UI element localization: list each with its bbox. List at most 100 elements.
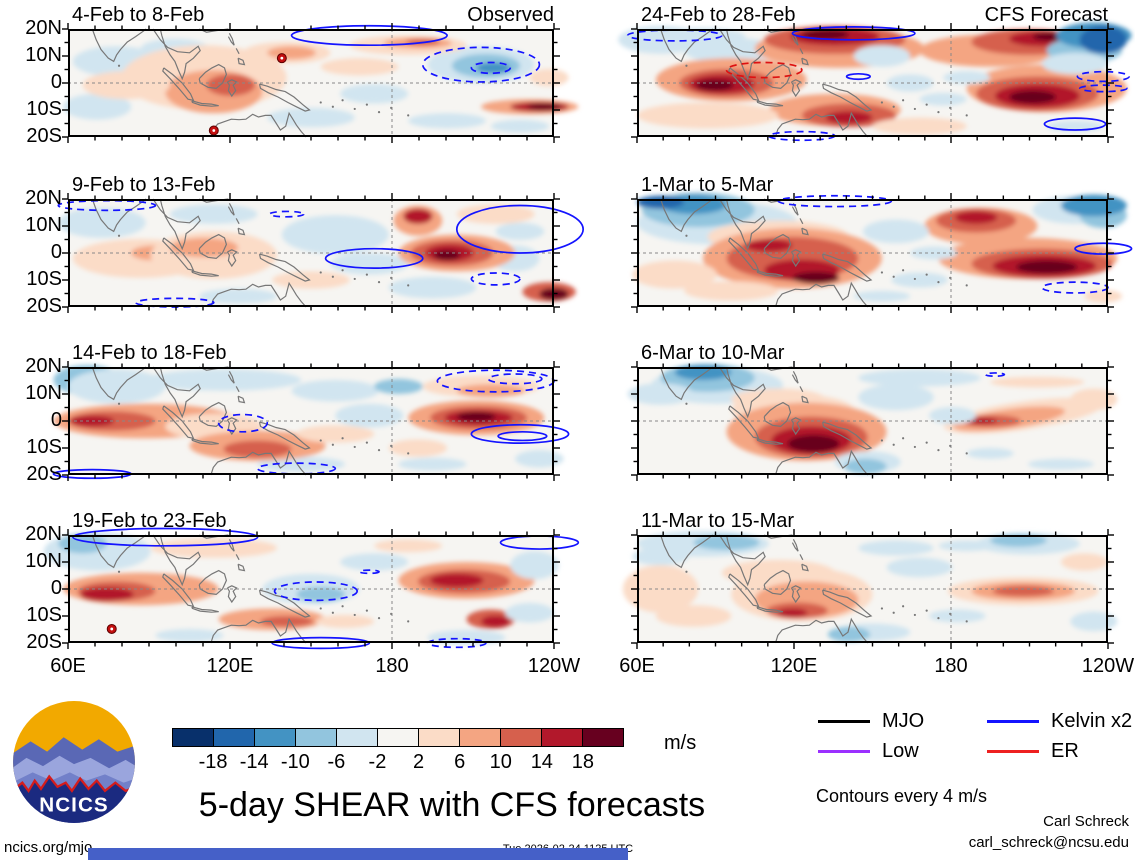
panel-title: 4-Feb to 8-Feb bbox=[72, 4, 205, 26]
lat-tick-label: 20S bbox=[26, 463, 62, 486]
map-panel: 11-Mar to 15-Mar bbox=[622, 510, 1118, 649]
wave-contour bbox=[1074, 242, 1133, 255]
wave-contour bbox=[273, 581, 359, 602]
mjo-line-swatch bbox=[818, 720, 870, 723]
wave-contour bbox=[984, 372, 1006, 378]
credit-email: carl_schreck@ncsu.edu bbox=[968, 834, 1129, 851]
colorbar-cell bbox=[419, 729, 460, 746]
colorbar-tick-label: 2 bbox=[412, 751, 425, 773]
legend-label-kelvin: Kelvin x2 bbox=[1051, 710, 1133, 732]
lat-tick-label: 10N bbox=[25, 214, 62, 237]
map-panel: 9-Feb to 13-Feb bbox=[57, 174, 585, 313]
colorbar-tick-label: -14 bbox=[239, 751, 269, 773]
map-plot bbox=[627, 361, 1118, 481]
wave-contour bbox=[487, 373, 543, 385]
colorbar-cell bbox=[583, 729, 623, 746]
er-line-swatch bbox=[987, 750, 1039, 753]
colorbar-cell bbox=[214, 729, 255, 746]
wave-contour bbox=[777, 194, 893, 208]
map-panel: 24-Feb to 28-Feb CFS Forecast bbox=[618, 4, 1132, 143]
lat-tick-label: 20N bbox=[25, 523, 62, 546]
legend-label-mjo: MJO bbox=[882, 710, 925, 732]
wave-contour bbox=[72, 527, 259, 547]
lat-tick-label: 20S bbox=[26, 125, 62, 148]
site-url: ncics.org/mjo bbox=[4, 839, 93, 856]
lat-tick-label: 20S bbox=[26, 631, 62, 654]
map-plot bbox=[631, 192, 1133, 313]
wave-contour bbox=[217, 413, 269, 433]
lon-tick-label: 180 bbox=[375, 655, 409, 677]
wave-contour bbox=[1078, 84, 1128, 93]
lat-tick-label: 0 bbox=[50, 409, 62, 432]
wave-contour bbox=[791, 25, 916, 41]
panel-corner-label: Observed bbox=[467, 4, 554, 26]
low-line-swatch bbox=[818, 750, 870, 753]
wave-contour bbox=[455, 204, 585, 254]
colorbar-cell bbox=[337, 729, 378, 746]
map-plot bbox=[43, 527, 580, 650]
panel-title: 19-Feb to 23-Feb bbox=[72, 510, 227, 532]
colorbar-tick-label: -2 bbox=[368, 751, 387, 773]
lon-tick-label: 60E bbox=[50, 655, 86, 677]
map-panel: 4-Feb to 8-Feb Observed bbox=[62, 4, 579, 143]
lat-tick-label: 10N bbox=[25, 550, 62, 573]
map-panel: 1-Mar to 5-Mar bbox=[631, 174, 1133, 313]
colorbar-unit: m/s bbox=[664, 732, 697, 754]
lat-tick-label: 10S bbox=[26, 268, 62, 291]
kelvin-line-swatch bbox=[987, 720, 1039, 723]
colorbar-cell bbox=[255, 729, 296, 746]
panel-title: 11-Mar to 15-Mar bbox=[641, 510, 795, 532]
tropical-cyclone-icon bbox=[276, 53, 287, 64]
wave-contour bbox=[290, 24, 448, 47]
lat-tick-label: 10S bbox=[26, 604, 62, 627]
tropical-cyclone-icon bbox=[106, 623, 117, 634]
map-plot bbox=[618, 22, 1132, 143]
colorbar-tick-label: 14 bbox=[530, 751, 553, 773]
map-plot bbox=[622, 529, 1118, 649]
colorbar-tick-label: 6 bbox=[454, 751, 466, 773]
lon-tick-label: 120E bbox=[770, 655, 818, 677]
panel-title: 24-Feb to 28-Feb bbox=[641, 4, 796, 26]
legend-label-low: Low bbox=[882, 740, 919, 762]
lat-tick-label: 10S bbox=[26, 436, 62, 459]
lat-tick-label: 0 bbox=[50, 241, 62, 264]
logo-text: NCICS bbox=[39, 794, 108, 817]
colorbar bbox=[172, 728, 624, 747]
wave-contour bbox=[358, 569, 380, 575]
colorbar-cell bbox=[460, 729, 501, 746]
bottom-accent-bar bbox=[88, 848, 628, 860]
tropical-cyclone-icon bbox=[208, 125, 219, 136]
colorbar-cell bbox=[378, 729, 419, 746]
wave-contour bbox=[497, 430, 548, 442]
figure-title: 5-day SHEAR with CFS forecasts bbox=[198, 786, 706, 824]
legend-label-er: ER bbox=[1051, 740, 1079, 762]
lat-tick-label: 0 bbox=[50, 577, 62, 600]
lat-tick-label: 10N bbox=[25, 44, 62, 67]
panel-title: 1-Mar to 5-Mar bbox=[641, 174, 774, 196]
lat-tick-label: 10N bbox=[25, 382, 62, 405]
contour-interval-note: Contours every 4 m/s bbox=[816, 786, 988, 806]
wave-contour bbox=[470, 423, 570, 444]
map-panel: 6-Mar to 10-Mar bbox=[627, 342, 1118, 481]
wave-contour bbox=[324, 247, 424, 269]
map-plot bbox=[57, 193, 585, 313]
colorbar-cell bbox=[501, 729, 542, 746]
map-plot bbox=[62, 23, 579, 143]
colorbar-tick-label: -6 bbox=[327, 751, 346, 773]
lat-tick-label: 0 bbox=[50, 71, 62, 94]
lon-tick-label: 120E bbox=[206, 655, 254, 677]
er-contour bbox=[725, 61, 803, 79]
lat-tick-label: 20N bbox=[25, 17, 62, 40]
colorbar-tick-label: 10 bbox=[489, 751, 512, 773]
ncics-logo: NCICS bbox=[13, 701, 135, 823]
wave-contour bbox=[1043, 117, 1107, 131]
lat-tick-label: 20S bbox=[26, 295, 62, 318]
lon-tick-label: 60E bbox=[619, 655, 655, 677]
lat-tick-label: 20N bbox=[25, 187, 62, 210]
map-panel: 14-Feb to 18-Feb bbox=[52, 342, 570, 481]
colorbar-tick-label: -18 bbox=[198, 751, 228, 773]
lon-tick-label: 120W bbox=[1081, 655, 1135, 677]
wave-contour bbox=[845, 72, 871, 81]
map-plot bbox=[52, 361, 570, 481]
